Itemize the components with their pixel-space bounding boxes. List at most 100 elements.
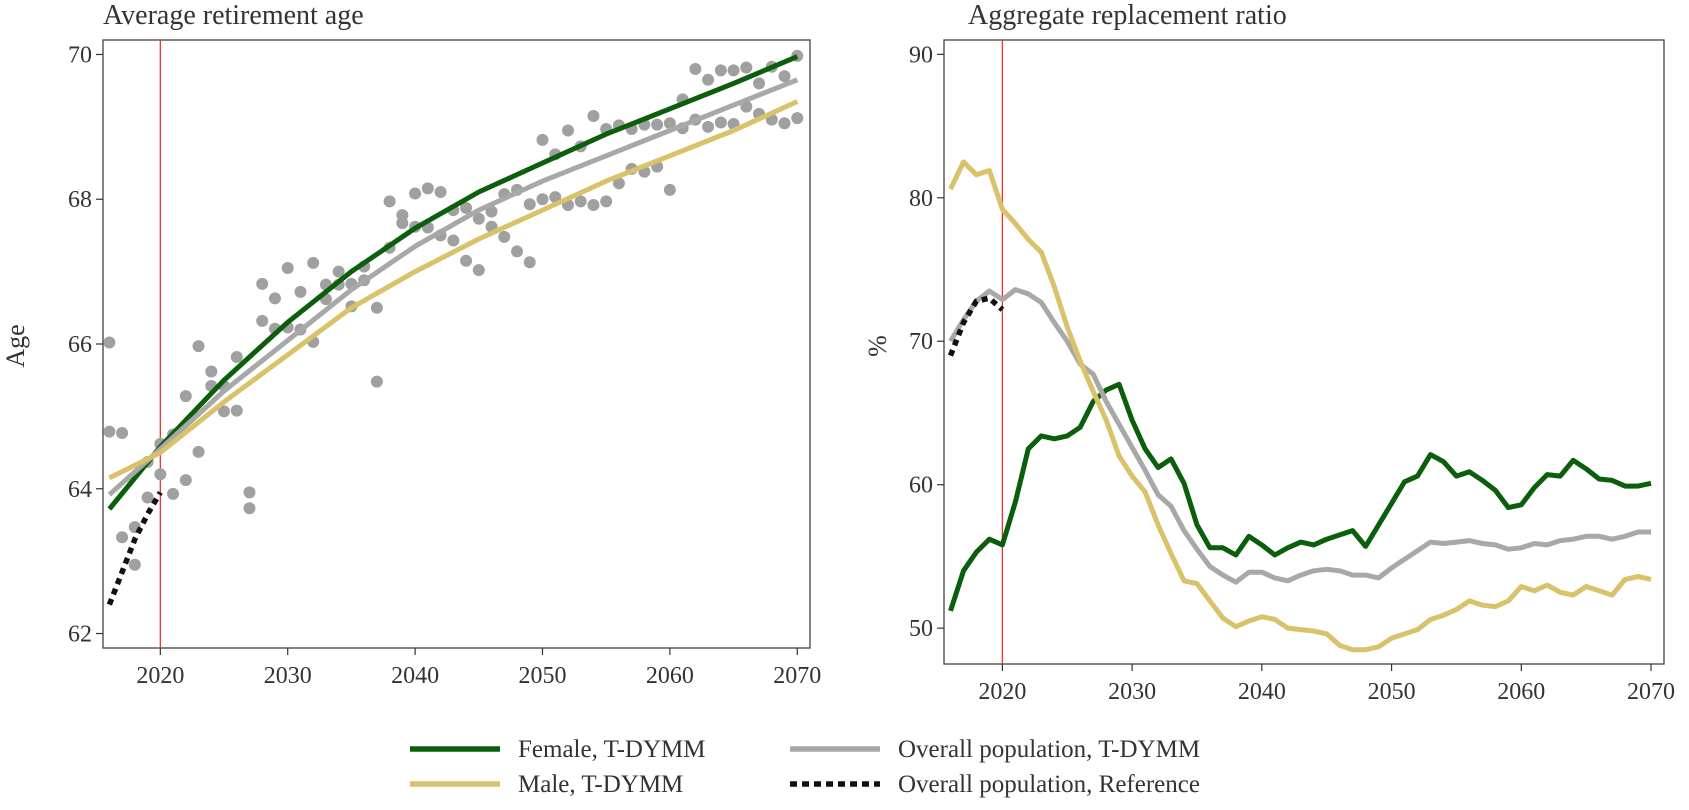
scatter-point (778, 117, 791, 130)
scatter-point (396, 217, 409, 230)
plot-frame (943, 39, 1665, 665)
scatter-point (663, 183, 676, 196)
legend-label: Overall population, T-DYMM (898, 736, 1200, 763)
y-tick-label: 70 (68, 42, 92, 68)
scatter-point (472, 264, 485, 277)
y-axis-label: % (863, 335, 892, 357)
scatter-point (370, 375, 383, 388)
scatter-point (230, 404, 243, 417)
x-tick-label: 2020 (136, 663, 184, 689)
scatter-point (485, 205, 498, 218)
scatter-point (702, 73, 715, 86)
series-line-male-t-dymm (948, 159, 1652, 653)
x-tick-label: 2070 (1627, 679, 1675, 705)
series-line-male-t-dymm (108, 99, 799, 481)
panel-retirement-age: Average retirement age Age 62 64 66 68 70 202… (1, 0, 821, 689)
plot-area: 62 64 66 68 70 2020 2030 2040 2050 2060 2070 (68, 40, 821, 689)
scatter-point (243, 502, 256, 515)
series-line-overall-population-t-dymm (948, 287, 1651, 585)
scatter-point (574, 195, 587, 208)
scatter-point (307, 256, 320, 269)
scatter-point (689, 62, 702, 75)
scatter-point (383, 195, 396, 208)
scatter-point (116, 531, 129, 544)
scatter-point (447, 234, 460, 247)
scatter-point (103, 336, 116, 349)
scatter-point (154, 468, 167, 481)
scatter-point (421, 182, 434, 195)
scatter-point (103, 425, 116, 438)
x-tick-label: 2060 (646, 663, 694, 689)
scatter-point (179, 474, 192, 487)
y-tick-label: 60 (909, 473, 933, 499)
scatter-point (460, 201, 473, 214)
x-tick-label: 2060 (1497, 679, 1545, 705)
y-tick-label: 62 (68, 622, 92, 648)
series-line-overall-population-t-dymm (107, 77, 799, 497)
scatter-point (192, 445, 205, 458)
series-line-overall-population-reference (947, 295, 1005, 357)
scatter-point (192, 340, 205, 353)
legend-label: Female, T-DYMM (518, 736, 706, 763)
panel-replacement-ratio: Aggregate replacement ratio % 50 60 70 80 90… (863, 0, 1675, 705)
scatter-point (141, 491, 154, 504)
x-tick-label: 2070 (773, 663, 821, 689)
y-axis-label: Age (1, 324, 30, 367)
panel-title: Aggregate replacement ratio (968, 0, 1287, 31)
scatter-point (167, 487, 180, 500)
y-tick-label: 50 (909, 616, 933, 642)
scatter-point (523, 256, 536, 269)
plot-area: 50 60 70 80 90 2020 2030 2040 2050 2060 2070 (909, 40, 1675, 705)
scatter-point (268, 292, 281, 305)
scatter-point (740, 61, 753, 74)
y-tick-label: 90 (909, 42, 933, 68)
y-tick-label: 68 (68, 187, 92, 213)
scatter-point (536, 193, 549, 206)
legend: Female, T-DYMM Overall population, T-DYMM… (410, 736, 1200, 798)
scatter-point (523, 198, 536, 211)
scatter-point (753, 77, 766, 90)
scatter-point (116, 427, 129, 440)
x-tick-label: 2040 (391, 663, 439, 689)
scatter-point (256, 277, 269, 290)
scatter-point (587, 110, 600, 122)
scatter-point (612, 177, 625, 190)
scatter-point (230, 351, 243, 364)
scatter-point (256, 314, 269, 327)
x-tick-label: 2030 (264, 663, 312, 689)
y-tick-label: 66 (68, 332, 92, 358)
scatter-point (791, 112, 804, 125)
y-tick-label: 70 (909, 329, 933, 355)
scatter-point (294, 285, 307, 298)
scatter-point (370, 301, 383, 314)
series-line-overall-population-reference (106, 491, 163, 606)
scatter-point (600, 195, 613, 208)
scatter-point (179, 390, 192, 403)
y-tick-label: 64 (68, 477, 92, 503)
series-line-female-t-dymm (948, 381, 1652, 612)
x-tick-label: 2040 (1238, 679, 1286, 705)
scatter-point (332, 265, 345, 278)
scatter-point (128, 558, 141, 571)
scatter-point (498, 230, 511, 243)
x-tick-label: 2030 (1108, 679, 1156, 705)
scatter-point (472, 212, 485, 225)
panel-title: Average retirement age (103, 0, 364, 31)
scatter-point (511, 245, 524, 258)
x-tick-label: 2050 (1368, 679, 1416, 705)
scatter-point (663, 117, 676, 130)
legend-label: Male, T-DYMM (518, 771, 683, 798)
x-tick-label: 2050 (518, 663, 566, 689)
scatter-point (536, 133, 549, 146)
scatter-point (651, 118, 664, 131)
scatter-point (714, 64, 727, 77)
scatter-point (778, 70, 791, 83)
scatter-point (434, 186, 447, 198)
scatter-point (549, 191, 562, 204)
x-tick-label: 2020 (978, 679, 1026, 705)
scatter-point (205, 365, 218, 378)
plot-frame (102, 39, 811, 649)
scatter-point (243, 486, 256, 499)
scatter-point (460, 254, 473, 267)
